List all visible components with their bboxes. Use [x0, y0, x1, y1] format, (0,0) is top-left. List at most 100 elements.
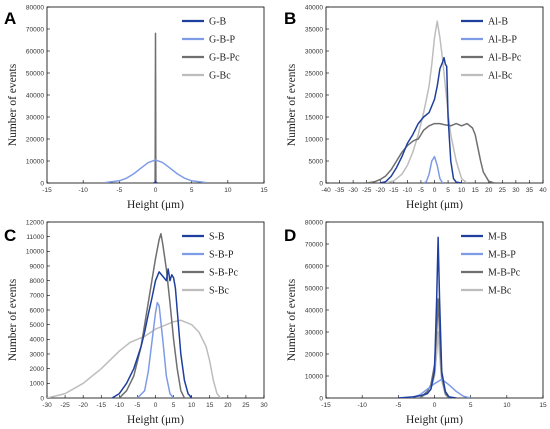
legend: M-B M-B-P M-B-Pc M-Bc [461, 232, 521, 297]
y-tick-label: 20000 [305, 92, 323, 99]
x-axis-title: Height (μm) [127, 414, 184, 426]
legend-label: G-B [209, 17, 227, 28]
x-axis-title: Height (μm) [127, 199, 184, 211]
y-tick-label: 40000 [305, 4, 323, 11]
x-tick-label: -5 [395, 402, 401, 409]
x-axis: -30 -25 -20 -15 -10 -5 0 5 10 15 20 25 30 [42, 395, 268, 409]
x-tick-label: 15 [206, 402, 214, 409]
x-tick-label: 5 [469, 402, 473, 409]
series-line-s-bc [47, 319, 222, 398]
x-axis-title: Height (μm) [406, 199, 463, 211]
y-tick-label: 80000 [305, 219, 323, 226]
x-tick-label: 10 [224, 187, 232, 194]
series-line-g-b-pc [153, 32, 158, 183]
legend-label: M-Bc [488, 286, 512, 297]
x-tick-label: -30 [348, 187, 358, 194]
x-tick-label: -5 [418, 187, 424, 194]
x-tick-label: 0 [433, 187, 437, 194]
y-tick-label: 70000 [26, 26, 44, 33]
series-group [366, 20, 495, 183]
series-line-m-b [398, 236, 457, 398]
y-tick-label: 60000 [26, 48, 44, 55]
y-tick-label: 40000 [26, 92, 44, 99]
x-tick-label: 0 [154, 187, 158, 194]
y-axis: 0 10000 20000 30000 40000 50000 60000 70000 8000… [305, 219, 329, 402]
x-tick-label: -10 [357, 402, 367, 409]
x-tick-label: 0 [433, 402, 437, 409]
y-tick-label: 1000 [30, 381, 45, 388]
x-tick-label: -15 [97, 402, 107, 409]
legend-label: M-B-Pc [488, 268, 521, 279]
series-line-al-b-p [423, 155, 444, 183]
y-tick-label: 0 [40, 180, 44, 187]
chart-panel-d: -15 -10 -5 0 5 10 15 0 10000 20000 30000 40000 50000… [284, 219, 547, 426]
x-tick-label: 20 [224, 402, 232, 409]
chart-panel-b: -40 -35 -30 -25 -20 -15 -10 -5 0 5 10 15 20 25 30 35 400… [284, 4, 547, 211]
legend-label: G-Bc [209, 71, 231, 82]
legend-label: S-B [209, 232, 225, 243]
y-tick-label: 30000 [305, 48, 323, 55]
x-tick-label: -15 [42, 187, 52, 194]
x-tick-label: -10 [403, 187, 413, 194]
panel-letter: C [4, 226, 16, 245]
x-tick-label: -30 [42, 402, 52, 409]
series-line-s-b-p [136, 301, 175, 398]
legend-label: S-B-P [209, 250, 234, 261]
y-tick-label: 10000 [26, 249, 44, 256]
y-axis-title: Number of events [286, 63, 298, 146]
x-tick-label: 25 [242, 402, 250, 409]
y-tick-label: 50000 [305, 285, 323, 292]
y-tick-label: 60000 [305, 263, 323, 270]
series-line-al-bc [385, 20, 468, 183]
y-tick-label: 25000 [305, 70, 323, 77]
y-tick-label: 0 [319, 180, 323, 187]
y-tick-label: 50000 [26, 70, 44, 77]
series-group [398, 236, 471, 398]
x-tick-label: -40 [321, 187, 331, 194]
x-axis-title: Height (μm) [406, 414, 463, 426]
y-tick-label: 4000 [30, 337, 45, 344]
legend-label: Al-B [488, 17, 508, 28]
legend: G-B G-B-P G-B-Pc G-Bc [182, 17, 240, 82]
y-axis-title: Number of events [7, 63, 19, 146]
legend-label: G-B-Pc [209, 53, 240, 64]
series-line-s-b-pc [118, 232, 186, 398]
x-axis: -40 -35 -30 -25 -20 -15 -10 -5 0 5 10 15 20 25 30 35 40 [321, 180, 547, 194]
y-tick-label: 5000 [309, 158, 324, 165]
series-line-s-b [111, 268, 193, 398]
chart-panel-a: -15 -10 -5 0 5 10 15 0 10000 20000 30000 40000 50000… [4, 4, 268, 211]
y-tick-label: 12000 [26, 219, 44, 226]
panel-letter: A [4, 9, 16, 28]
y-axis: 0 5000 10000 15000 20000 25000 30000 35000 40000 [305, 4, 329, 187]
x-tick-label: 10 [458, 187, 466, 194]
legend-label: M-B [488, 232, 507, 243]
x-tick-label: 5 [190, 187, 194, 194]
x-tick-label: -35 [335, 187, 345, 194]
x-tick-label: -5 [135, 402, 141, 409]
legend-label: Al-B-P [488, 35, 517, 46]
series-line-al-b-pc [366, 122, 495, 183]
x-tick-label: 25 [499, 187, 507, 194]
x-tick-label: 15 [539, 402, 547, 409]
x-tick-label: -5 [116, 187, 122, 194]
y-tick-label: 2000 [30, 366, 45, 373]
series-line-g-b [153, 180, 158, 183]
x-tick-label: 10 [503, 402, 511, 409]
series-line-g-b-p [104, 159, 207, 183]
x-tick-label: 30 [512, 187, 520, 194]
y-tick-label: 80000 [26, 4, 44, 11]
y-tick-label: 6000 [30, 307, 45, 314]
x-tick-label: 15 [472, 187, 480, 194]
y-tick-label: 40000 [305, 307, 323, 314]
y-tick-label: 35000 [305, 26, 323, 33]
x-axis: -15 -10 -5 0 5 10 15 [321, 395, 547, 409]
y-tick-label: 20000 [305, 351, 323, 358]
panel-letter: D [284, 226, 296, 245]
y-axis: 0 1000 2000 3000 4000 5000 6000 7000 8000 9000 100… [26, 219, 50, 402]
x-tick-label: -20 [376, 187, 386, 194]
x-tick-label: 35 [526, 187, 534, 194]
legend-label: Al-Bc [488, 71, 513, 82]
x-tick-label: 5 [446, 187, 450, 194]
y-tick-label: 5000 [30, 322, 45, 329]
